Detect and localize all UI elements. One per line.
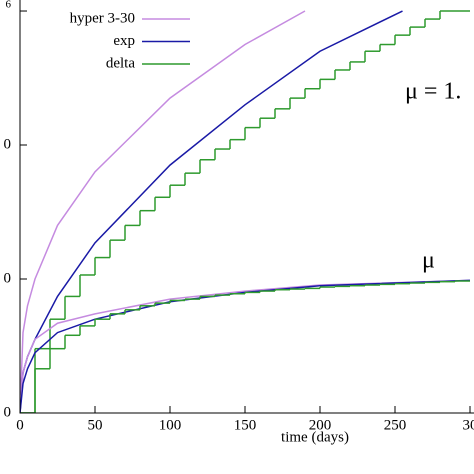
line xyxy=(20,10,306,413)
legend-label: delta xyxy=(106,55,135,71)
x-tick-label: 150 xyxy=(234,417,257,433)
axes xyxy=(19,0,474,414)
line xyxy=(20,10,403,413)
x-tick-label: 100 xyxy=(159,417,182,433)
x-tick-label: 0 xyxy=(16,417,24,433)
y-tick-label: 0 xyxy=(4,404,12,420)
legend-label: exp xyxy=(113,33,135,49)
plot-area xyxy=(20,10,471,413)
x-tick-label: 250 xyxy=(384,417,407,433)
annotation: μ = 1. xyxy=(405,79,461,105)
legend-label: hyper 3-30 xyxy=(70,10,135,26)
x-tick-label: 30 xyxy=(463,417,474,433)
y-tick-label: 6 xyxy=(6,0,12,11)
y-tick-label: 0 xyxy=(4,136,12,152)
x-tick-label: 200 xyxy=(309,417,332,433)
y-tick-label: 0 xyxy=(4,270,12,286)
annotation: μ xyxy=(422,248,435,274)
x-axis-label: time (days) xyxy=(281,429,349,445)
line xyxy=(20,279,471,413)
line xyxy=(20,279,471,413)
x-tick-label: 50 xyxy=(88,417,103,433)
